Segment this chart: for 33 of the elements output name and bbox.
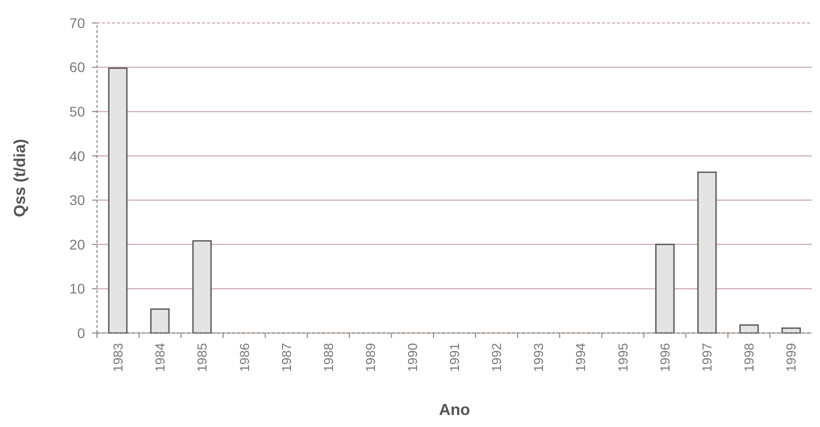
bar — [108, 68, 128, 334]
x-tick-label: 1987 — [278, 343, 294, 372]
y-tick-label: 20 — [69, 236, 86, 252]
y-tick-label: 60 — [69, 59, 86, 76]
y-tick-label: 10 — [69, 280, 86, 297]
x-tick-label: 1998 — [741, 343, 756, 372]
x-tick-label: 1988 — [320, 343, 336, 372]
x-tick-label: 1995 — [615, 343, 630, 372]
x-axis-title: Ano — [438, 402, 470, 419]
x-tick-label: 1986 — [236, 343, 252, 372]
y-axis-title: Qss (t/dia) — [12, 138, 29, 218]
y-tick-label: 50 — [69, 103, 86, 120]
y-tick-label: 0 — [77, 324, 86, 341]
x-tick-label: 1984 — [152, 343, 168, 372]
bar — [655, 244, 675, 334]
x-tick-label: 1992 — [489, 343, 504, 372]
x-tick-label: 1991 — [447, 343, 462, 372]
x-tick-label: 1983 — [110, 343, 126, 372]
x-tick-label: 1990 — [404, 343, 420, 372]
x-tick-label: 1997 — [699, 343, 714, 372]
x-tick-label: 1999 — [784, 343, 799, 372]
x-tick-label: 1996 — [657, 343, 672, 372]
y-tick-label: 40 — [69, 148, 86, 164]
bar — [192, 240, 212, 334]
x-tick-label: 1993 — [531, 343, 546, 372]
x-tick-label: 1985 — [194, 343, 210, 372]
y-tick-label: 30 — [69, 192, 86, 208]
x-tick-label: 1994 — [573, 343, 588, 372]
bar — [150, 308, 170, 334]
x-tick-label: 1989 — [362, 343, 378, 372]
y-tick-label: 70 — [69, 14, 86, 31]
bar — [697, 172, 717, 334]
bar — [739, 324, 759, 334]
